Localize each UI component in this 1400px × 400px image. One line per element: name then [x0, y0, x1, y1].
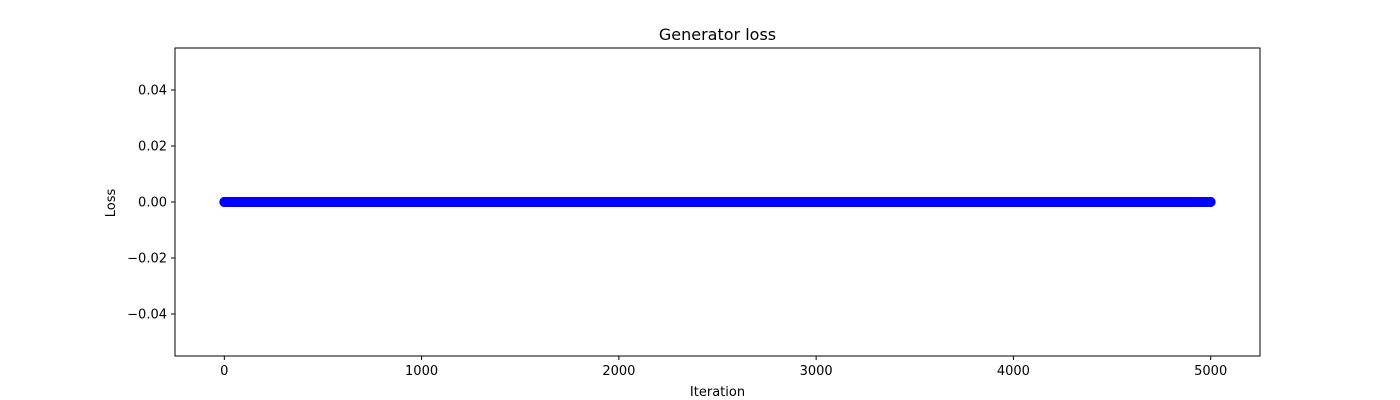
- series-layer: [219, 197, 1216, 207]
- series-0-points: [219, 197, 1216, 207]
